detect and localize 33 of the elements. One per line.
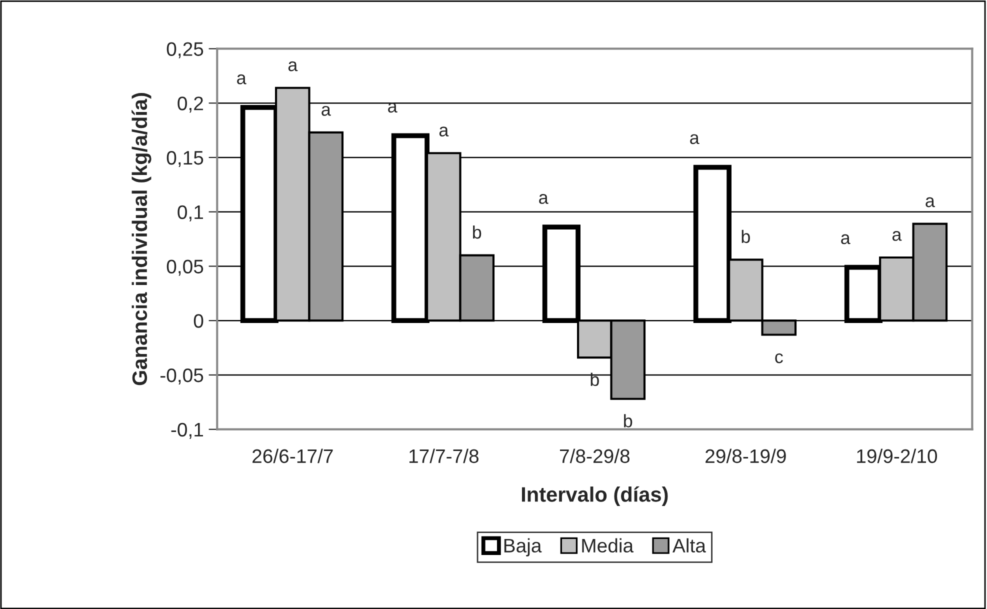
- data-label: a: [237, 74, 246, 84]
- data-label: a: [690, 134, 700, 144]
- data-label: c: [775, 353, 783, 364]
- data-label: a: [841, 234, 850, 244]
- y-tick-label: -0,05: [160, 368, 204, 385]
- x-tick-label: 7/8-29/8: [560, 448, 630, 464]
- y-tick-label: 0: [194, 314, 204, 328]
- x-tick-label: 29/8-19/9: [706, 448, 786, 464]
- data-label: b: [590, 372, 599, 386]
- x-tick-label: 17/7-7/8: [409, 448, 478, 464]
- y-tick-label: 0,15: [166, 150, 204, 168]
- y-axis-title: Ganancia individual (kg/a/día): [132, 93, 152, 386]
- legend-label: Baja: [504, 538, 542, 556]
- data-label: b: [473, 225, 482, 239]
- y-tick-label: 0,1: [178, 205, 203, 222]
- legend-label: Media: [582, 538, 634, 553]
- y-tick-label: 0,05: [166, 260, 204, 276]
- y-tick-label: 0,2: [178, 96, 203, 113]
- data-label: a: [388, 102, 398, 113]
- data-label: a: [926, 197, 935, 208]
- x-tick-label: 19/9-2/10: [857, 448, 938, 464]
- data-label: a: [288, 61, 298, 72]
- y-tick-label: -0,1: [171, 422, 203, 439]
- data-label: a: [539, 194, 548, 204]
- x-axis-title: Intervalo (días): [522, 486, 668, 506]
- x-tick-label: 26/6-17/7: [252, 448, 333, 464]
- data-label: a: [892, 231, 902, 241]
- y-tick-label: 0,25: [166, 42, 204, 58]
- data-label: b: [742, 230, 750, 244]
- data-label: a: [322, 106, 331, 116]
- data-label: a: [439, 126, 449, 136]
- data-label: b: [624, 414, 632, 428]
- legend-label: Alta: [672, 538, 706, 553]
